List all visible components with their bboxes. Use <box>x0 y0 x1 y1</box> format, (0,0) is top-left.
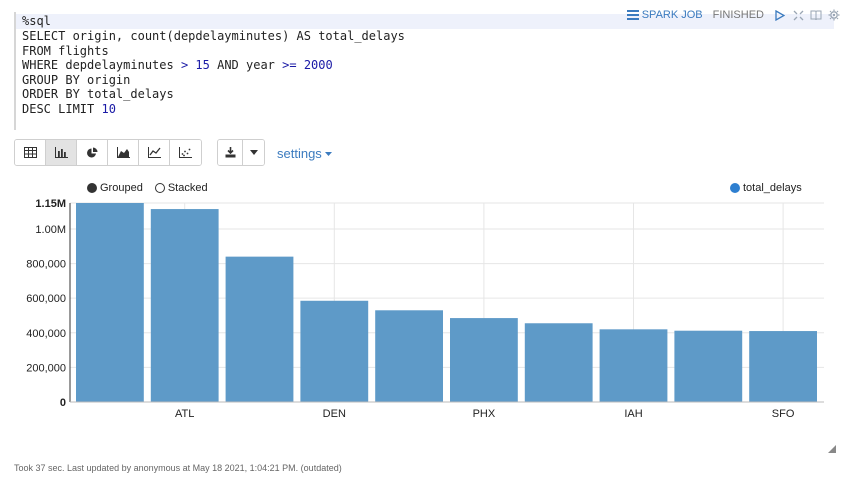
x-tick-label: ATL <box>175 408 194 420</box>
code-line-from: FROM flights <box>22 44 109 58</box>
bar-chart: 0 200,000 400,000 600,000 800,000 1.00M 1.15M A… <box>26 198 824 420</box>
caret-down-icon <box>249 150 258 155</box>
bar-chart-icon <box>54 147 68 158</box>
paragraph-status: FINISHED <box>712 9 764 21</box>
visualization-toolbar <box>14 139 202 166</box>
y-tick-label: 200,000 <box>26 362 66 374</box>
bar[interactable] <box>450 318 518 402</box>
bar[interactable] <box>599 329 668 402</box>
code-line-interpreter: %sql <box>16 14 834 29</box>
code-line-select: SELECT origin, count(depdelayminutes) AS… <box>22 29 405 43</box>
series-legend-swatch <box>730 183 740 193</box>
bar[interactable] <box>225 256 294 402</box>
line-chart-icon <box>147 147 161 158</box>
code-editor[interactable]: %sql SELECT origin, count(depdelayminute… <box>14 12 840 130</box>
y-tick-label: 800,000 <box>26 259 66 271</box>
code-number: 15 <box>195 58 210 72</box>
hide-icon[interactable] <box>792 9 804 21</box>
series-legend-item[interactable]: total_delays <box>730 182 802 194</box>
spark-job-label: SPARK JOB <box>641 9 703 21</box>
grouped-radio-dot <box>87 183 97 193</box>
grouped-label: Grouped <box>100 182 143 194</box>
y-tick-label: 1.15M <box>35 198 66 210</box>
y-tick-label: 1.00M <box>35 224 66 236</box>
code-line-order: ORDER BY total_delays <box>22 87 174 101</box>
grouped-radio[interactable]: Grouped <box>87 182 143 194</box>
code-number: 2000 <box>303 58 333 72</box>
run-icon[interactable] <box>774 9 786 21</box>
download-icon <box>225 147 235 158</box>
settings-dropdown[interactable]: settings <box>277 146 332 161</box>
code-line-group: GROUP BY origin <box>22 73 131 87</box>
x-tick-label: IAH <box>624 408 642 420</box>
bar[interactable] <box>749 331 817 402</box>
stacked-label: Stacked <box>167 182 208 194</box>
x-tick-label: DEN <box>323 408 346 420</box>
bar[interactable] <box>524 323 593 402</box>
download-options-button[interactable] <box>242 140 264 165</box>
table-view-button[interactable] <box>15 140 46 165</box>
bar[interactable] <box>300 300 369 402</box>
scatter-chart-icon <box>179 147 192 158</box>
area-chart-icon <box>116 147 130 158</box>
code-number: 10 <box>101 102 116 116</box>
paragraph-status-bar: SPARK JOB FINISHED <box>626 9 840 21</box>
table-icon <box>23 147 37 158</box>
code-operator: >= <box>282 58 297 72</box>
bar[interactable] <box>375 310 443 402</box>
bar[interactable] <box>674 330 743 402</box>
book-icon[interactable] <box>810 9 822 21</box>
area-chart-button[interactable] <box>108 140 139 165</box>
download-button[interactable] <box>218 140 242 165</box>
chart-mode-toggle: Grouped Stacked <box>87 182 208 194</box>
pie-chart-icon <box>87 147 98 157</box>
series-legend-label: total_delays <box>743 182 802 194</box>
scatter-chart-button[interactable] <box>170 140 201 165</box>
settings-caret-icon <box>324 151 332 156</box>
settings-label: settings <box>277 146 322 161</box>
chart-axes: 0 200,000 400,000 600,000 800,000 1.00M 1.15M A… <box>26 198 824 420</box>
y-tick-label: 400,000 <box>26 328 66 340</box>
code-line-desc: DESC LIMIT 10 <box>22 102 116 117</box>
bar[interactable] <box>150 209 219 402</box>
bar-chart-button[interactable] <box>46 140 77 165</box>
x-tick-label: PHX <box>473 408 496 420</box>
x-tick-label: SFO <box>772 408 795 420</box>
settings-icon[interactable] <box>828 9 840 21</box>
bar[interactable] <box>76 203 144 402</box>
code-line-where: WHERE depdelayminutes > 15 AND year >= 2… <box>22 58 333 73</box>
line-chart-button[interactable] <box>139 140 170 165</box>
y-tick-label: 0 <box>60 397 66 409</box>
code-token: WHERE depdelayminutes <box>22 58 181 72</box>
spark-job-icon <box>626 10 639 20</box>
code-token: DESC LIMIT <box>22 102 102 116</box>
resize-handle-icon[interactable] <box>828 445 836 453</box>
chart-bars <box>76 203 817 402</box>
paragraph-footer: Took 37 sec. Last updated by anonymous a… <box>14 463 342 473</box>
code-token: AND year <box>209 58 283 72</box>
stacked-radio-dot <box>154 183 165 193</box>
y-tick-label: 600,000 <box>26 293 66 305</box>
pie-chart-button[interactable] <box>77 140 108 165</box>
spark-job-link[interactable]: SPARK JOB <box>626 9 703 21</box>
stacked-radio[interactable]: Stacked <box>154 182 208 194</box>
download-button-group <box>217 139 265 166</box>
code-operator: > <box>180 58 189 72</box>
